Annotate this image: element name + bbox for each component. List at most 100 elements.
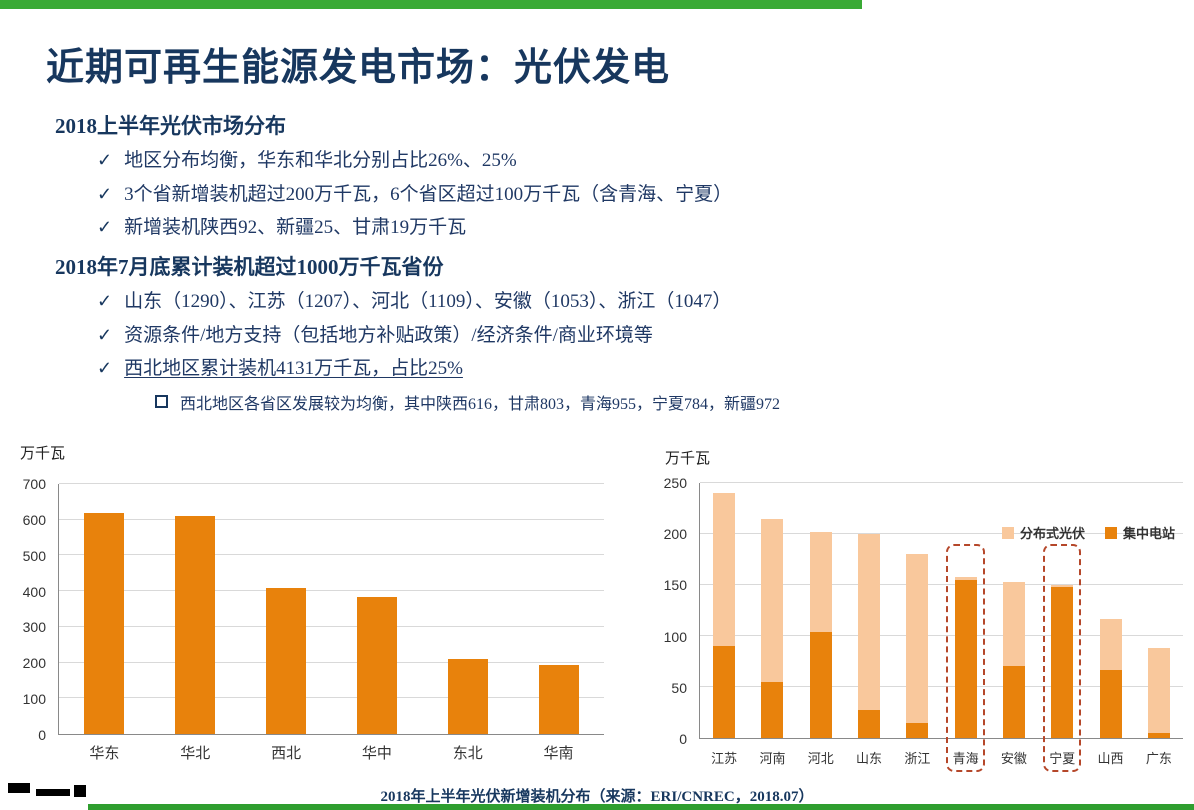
- bar-安徽: [1002, 483, 1025, 738]
- y-tick-label: 100: [22, 691, 46, 708]
- top-accent-bar: [0, 0, 862, 9]
- bullet-text: 资源条件/地方支持（包括地方补贴政策）/经济条件/商业环境等: [124, 324, 653, 346]
- gridline: [59, 518, 604, 520]
- bar-河南: [761, 483, 784, 738]
- page-title: 近期可再生能源发电市场：光伏发电: [46, 47, 671, 89]
- bar-华南: [538, 484, 579, 734]
- bar-segment-集中电站: [858, 710, 881, 738]
- plot-area: 华东 华北 西北 华中 东北 华南: [58, 483, 604, 762]
- logo-fragment: [36, 789, 70, 796]
- gridline: [700, 533, 1183, 534]
- check-icon: ✓: [97, 324, 113, 345]
- x-tick-label: 安徽: [1000, 751, 1027, 766]
- gridline: [59, 661, 604, 663]
- bar-slot-山西: 山西: [1086, 483, 1134, 766]
- bar-segment-集中电站: [761, 681, 784, 738]
- bar-西北: [266, 484, 307, 734]
- bar-浙江: [906, 483, 929, 738]
- bullet-text: 新增装机陕西92、新疆25、甘肃19万千瓦: [124, 217, 467, 239]
- y-tick-label: 0: [38, 727, 46, 743]
- bar-segment-集中电站: [906, 722, 929, 738]
- sub-bullet-item: 西北地区各省区发展较为均衡，其中陕西616，甘肃803，青海955，宁夏784，…: [155, 390, 1164, 414]
- chart-caption: 2018年上半年光伏新增装机分布（来源：ERI/CNREC，2018.07）: [380, 789, 814, 805]
- x-tick-label: 华中: [361, 745, 392, 762]
- check-icon: ✓: [97, 183, 113, 204]
- legend-item: 集中电站: [1104, 523, 1175, 542]
- x-tick-label: 河北: [807, 751, 834, 766]
- highlight-box-宁夏: [1043, 544, 1082, 772]
- x-tick-label: 华北: [180, 745, 211, 762]
- bullet-item: ✓ 西北地区累计装机4131万千瓦，占比25%: [97, 356, 1164, 382]
- legend: 分布式光伏 集中电站: [1001, 523, 1175, 542]
- bullet-text: 3个省新增装机超过200万千瓦，6个省区超过100万千瓦（含青海、宁夏）: [124, 183, 733, 205]
- bar-slot-宁夏: 宁夏: [1038, 483, 1086, 772]
- bar-slot-河南: 河南: [748, 483, 796, 766]
- bullet-item: ✓ 新增装机陕西92、新疆25、甘肃19万千瓦: [97, 215, 1164, 241]
- y-tick-label: 300: [22, 619, 46, 636]
- y-tick-label: 200: [663, 526, 687, 543]
- bar-segment-分布式光伏: [1002, 581, 1025, 666]
- bar-segment-value: [447, 659, 488, 734]
- square-bullet-icon: [155, 395, 168, 409]
- bar-segment-集中电站: [1099, 669, 1122, 738]
- legend-item: 分布式光伏: [1001, 523, 1085, 542]
- check-icon: ✓: [97, 290, 113, 311]
- bar-segment-分布式光伏: [906, 554, 929, 723]
- bar-slot-华南: 华南: [513, 484, 604, 762]
- section-heading-2: 2018年7月底累计装机超过1000万千瓦省份: [55, 254, 444, 279]
- bar-东北: [447, 484, 488, 734]
- section-heading-1: 2018上半年光伏市场分布: [55, 114, 286, 138]
- x-tick-label: 河南: [759, 751, 786, 766]
- bar-segment-value: [266, 587, 307, 734]
- bullet-text: 山东（1290）、江苏（1207）、河北（1109）、安徽（1053）、浙江（1…: [124, 290, 732, 312]
- bar-山东: [858, 483, 881, 738]
- bar-segment-分布式光伏: [809, 531, 832, 632]
- bar-segment-分布式光伏: [858, 534, 881, 711]
- sub-bullet-text: 西北地区各省区发展较为均衡，其中陕西616，甘肃803，青海955，宁夏784，…: [180, 395, 781, 413]
- x-tick-label: 华南: [543, 745, 574, 762]
- bar-华东: [84, 484, 125, 734]
- chart-new-install-by-region: 万千瓦 0 100 200 300 400 500 600 700 华东 华北 西北 华中 东北 华南: [10, 438, 618, 783]
- gridline: [59, 554, 604, 556]
- check-icon: ✓: [97, 358, 113, 379]
- highlight-box-青海: [946, 544, 985, 772]
- bar-segment-分布式光伏: [713, 493, 736, 647]
- x-tick-label: 山东: [856, 751, 883, 766]
- bar-slot-浙江: 浙江: [893, 483, 941, 766]
- x-tick-label: 东北: [452, 745, 483, 762]
- x-tick-label: 广东: [1145, 751, 1172, 766]
- bar-山西: [1099, 483, 1122, 738]
- bar-segment-分布式光伏: [761, 518, 784, 682]
- gridline: [59, 697, 604, 699]
- bar-华中: [356, 484, 397, 734]
- bar-江苏: [713, 483, 736, 738]
- y-tick-label: 150: [663, 577, 687, 594]
- bar-华北: [175, 484, 216, 734]
- bar-slot-东北: 东北: [422, 484, 513, 762]
- x-tick-label: 华东: [89, 745, 120, 762]
- y-tick-label: 0: [679, 731, 687, 747]
- bullet-text: 西北地区累计装机4131万千瓦，占比25%: [124, 358, 463, 380]
- y-tick-label: 400: [22, 583, 46, 600]
- bullet-item: ✓ 资源条件/地方支持（包括地方补贴政策）/经济条件/商业环境等: [97, 323, 1164, 349]
- bullet-text: 地区分布均衡，华东和华北分别占比26%、25%: [124, 150, 517, 171]
- bar-segment-value: [538, 665, 579, 734]
- logo-fragment: [74, 785, 86, 797]
- bar-segment-value: [175, 516, 216, 734]
- y-tick-label: 250: [663, 475, 687, 491]
- bar-segment-value: [84, 512, 125, 734]
- bullet-item: ✓ 地区分布均衡，华东和华北分别占比26%、25%: [97, 148, 1164, 174]
- bar-slot-青海: 青海: [941, 483, 989, 772]
- bar-slot-西北: 西北: [241, 484, 332, 762]
- x-tick-label: 宁夏: [1049, 751, 1076, 766]
- bar-slots: 江苏 河南 河北 山东 浙江 青海 安徽 宁夏 山西 广东: [700, 483, 1183, 772]
- chart-new-install-by-province: 万千瓦 0 50 100 150 200 250 江苏 河南 河北 山东 浙江 青海 安徽 宁夏 山西 广东…: [655, 443, 1193, 791]
- check-icon: ✓: [97, 217, 113, 238]
- y-tick-label: 600: [22, 511, 46, 528]
- gridline: [59, 483, 604, 484]
- bar-slot-山东: 山东: [845, 483, 893, 766]
- gridline: [700, 635, 1183, 636]
- bar-segment-集中电站: [713, 646, 736, 738]
- bar-slot-广东: 广东: [1135, 483, 1183, 766]
